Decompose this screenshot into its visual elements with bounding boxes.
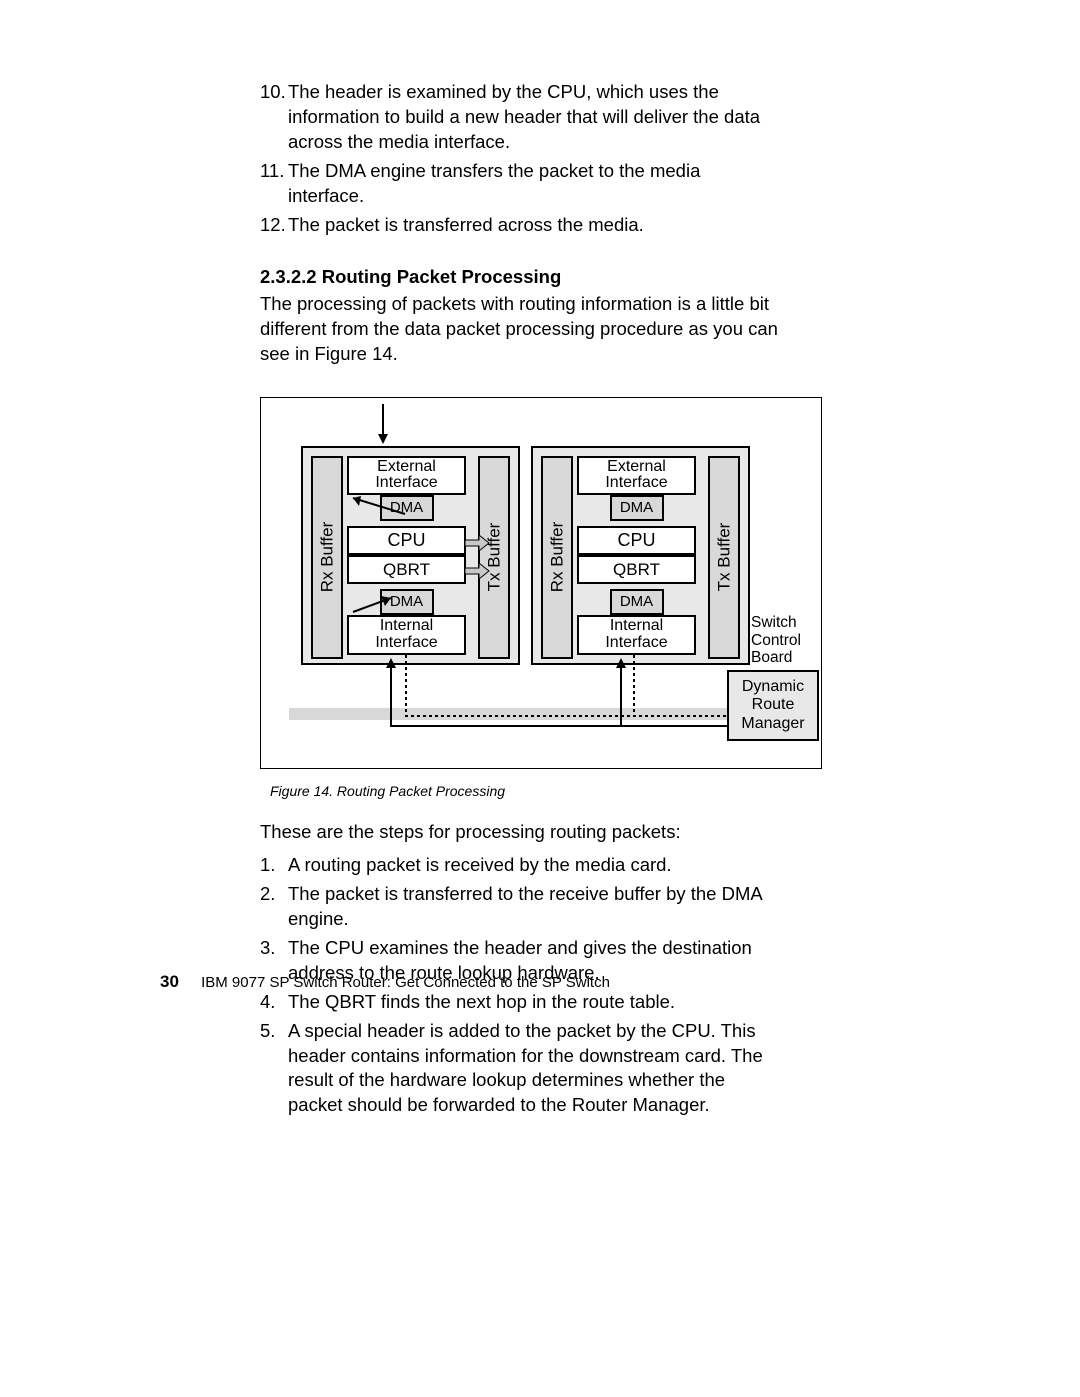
list-item: 12. The packet is transferred across the… <box>260 213 780 238</box>
item-number: 12. <box>260 213 288 238</box>
intro-paragraph: The processing of packets with routing i… <box>260 292 780 367</box>
item-text: A routing packet is received by the medi… <box>288 853 780 878</box>
item-number: 5. <box>260 1019 288 1119</box>
list-item: 5. A special header is added to the pack… <box>260 1019 780 1119</box>
item-text: The packet is transferred across the med… <box>288 213 644 238</box>
figure-14: Rx Buffer External Interface DMA CPU QBR… <box>260 397 822 769</box>
item-number: 10. <box>260 80 288 155</box>
item-number: 4. <box>260 990 288 1015</box>
page-footer: 30 IBM 9077 SP Switch Router: Get Connec… <box>160 972 610 992</box>
list-item: 10. The header is examined by the CPU, w… <box>260 80 780 155</box>
figure-caption: Figure 14. Routing Packet Processing <box>270 783 780 799</box>
item-text: The packet is transferred to the receive… <box>288 882 780 932</box>
dynamic-route-manager: Dynamic Route Manager <box>727 670 819 741</box>
list-item: 1. A routing packet is received by the m… <box>260 853 780 878</box>
list-item: 2. The packet is transferred to the rece… <box>260 882 780 932</box>
item-text: The QBRT finds the next hop in the route… <box>288 990 780 1015</box>
item-number: 2. <box>260 882 288 932</box>
item-text: The header is examined by the CPU, which… <box>288 80 780 155</box>
list-item: 4. The QBRT finds the next hop in the ro… <box>260 990 780 1015</box>
steps-intro: These are the steps for processing routi… <box>260 821 780 843</box>
item-number: 1. <box>260 853 288 878</box>
item-number: 11. <box>260 159 288 209</box>
footer-title: IBM 9077 SP Switch Router: Get Connected… <box>201 974 610 991</box>
page-number: 30 <box>160 972 179 991</box>
continued-list: 10. The header is examined by the CPU, w… <box>260 80 780 238</box>
section-heading: 2.3.2.2 Routing Packet Processing <box>260 266 780 288</box>
item-text: The DMA engine transfers the packet to t… <box>288 159 780 209</box>
item-text: A special header is added to the packet … <box>288 1019 780 1119</box>
switch-label: Switch Control Board <box>751 614 831 667</box>
list-item: 11. The DMA engine transfers the packet … <box>260 159 780 209</box>
